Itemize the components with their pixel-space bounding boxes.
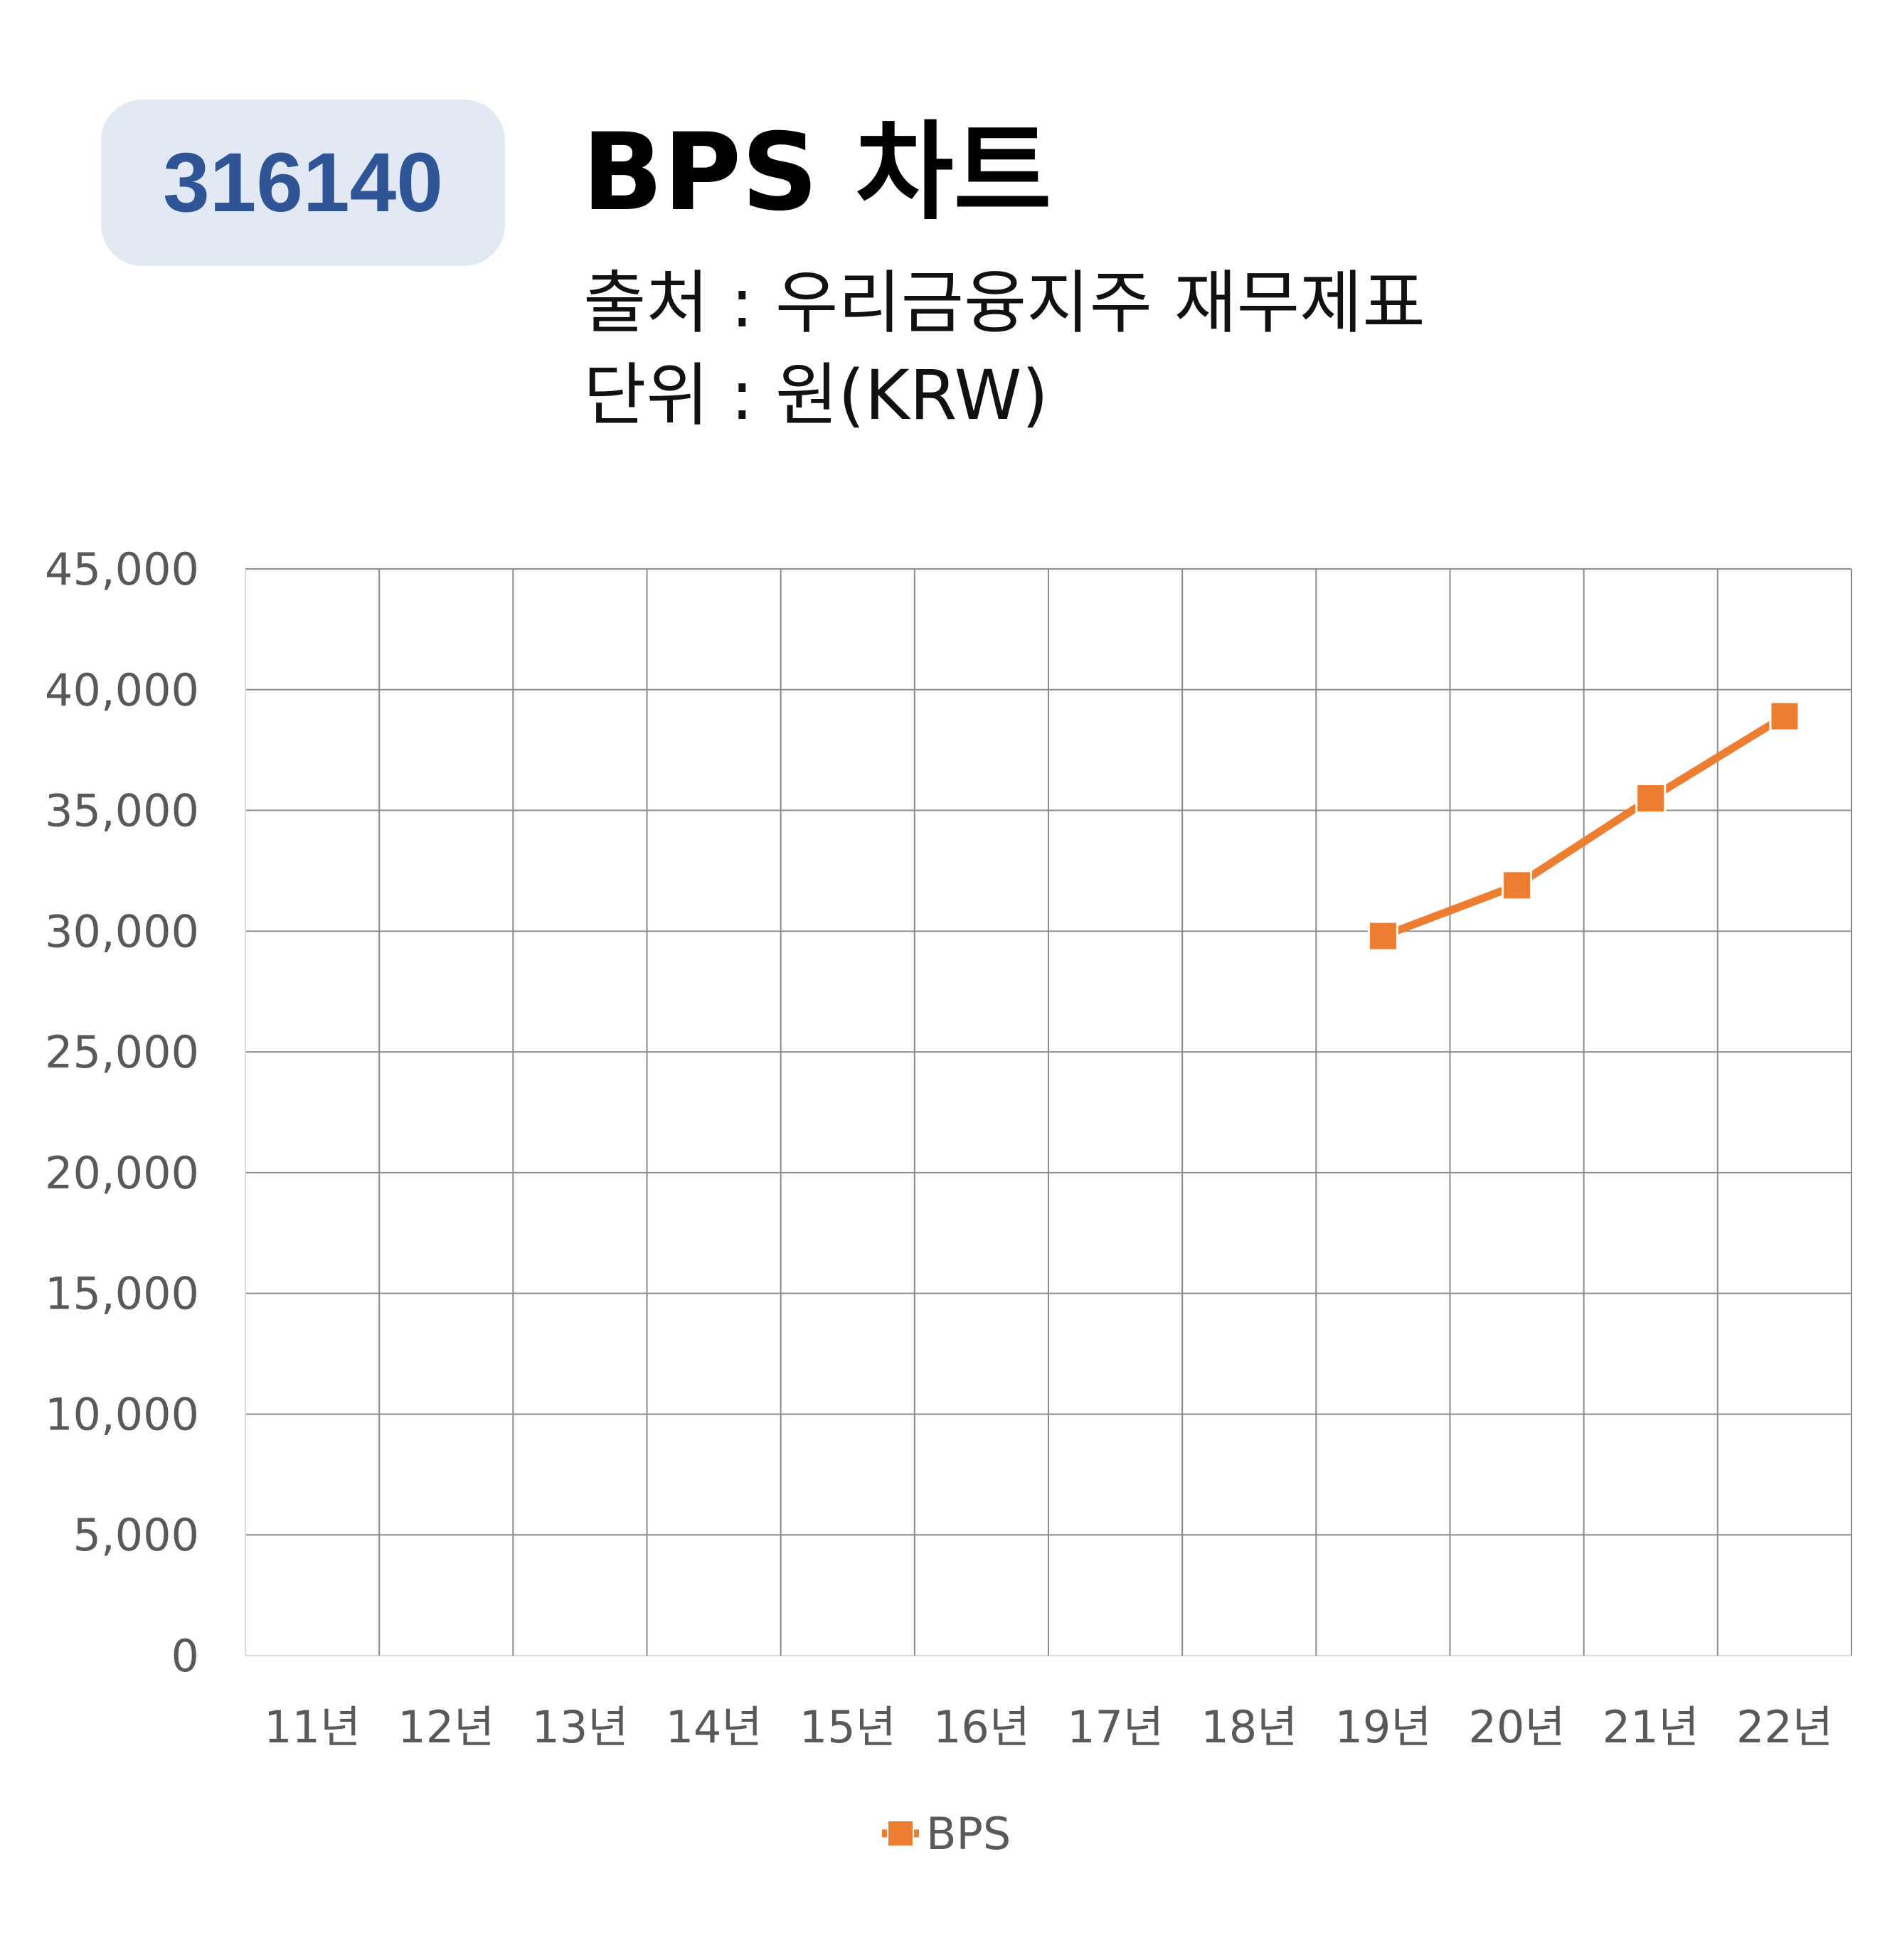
data-point-marker <box>1502 870 1533 901</box>
series-line <box>1381 713 1787 940</box>
x-tick-label: 17년 <box>1067 1701 1164 1753</box>
x-tick-label: 18년 <box>1201 1701 1297 1753</box>
y-axis-ticks: 0 5,000 10,000 15,000 20,000 25,000 30,000 35,0… <box>45 543 199 1682</box>
data-point-marker <box>1367 920 1398 952</box>
x-tick-label: 13년 <box>531 1701 628 1753</box>
x-tick-label: 20년 <box>1469 1701 1566 1753</box>
data-point-marker <box>1769 701 1800 732</box>
x-tick-label: 22년 <box>1736 1701 1833 1753</box>
y-tick-label: 25,000 <box>45 1026 199 1078</box>
y-tick-label: 35,000 <box>45 785 199 837</box>
data-point-marker <box>1635 783 1667 814</box>
y-tick-label: 15,000 <box>45 1268 199 1320</box>
x-tick-label: 16년 <box>933 1701 1030 1753</box>
x-tick-label: 12년 <box>398 1701 494 1753</box>
unit-text: 단위 : 원(KRW) <box>583 356 1048 435</box>
x-axis-ticks: 11년 12년 13년 14년 15년 16년 17년 18년 19년 20년 21년 22년 <box>264 1701 1833 1753</box>
x-tick-label: 19년 <box>1334 1701 1431 1753</box>
legend-marker <box>887 1820 914 1847</box>
y-tick-label: 5,000 <box>73 1509 200 1561</box>
stock-code-badge: 316140 <box>101 100 505 266</box>
x-tick-label: 21년 <box>1603 1701 1699 1753</box>
y-tick-label: 10,000 <box>45 1388 199 1440</box>
y-tick-label: 40,000 <box>45 664 199 716</box>
chart-legend: BPS <box>882 1808 1011 1860</box>
source-text: 출처 : 우리금융지주 재무제표 <box>583 263 1425 343</box>
x-tick-label: 14년 <box>666 1701 762 1753</box>
x-tick-label: 11년 <box>264 1701 361 1753</box>
y-tick-label: 30,000 <box>45 905 199 957</box>
y-tick-label: 45,000 <box>45 543 199 595</box>
y-tick-label: 20,000 <box>45 1147 199 1199</box>
chart-series <box>1367 701 1800 952</box>
stock-code: 316140 <box>163 136 443 230</box>
chart-title: BPS 차트 <box>582 111 1052 235</box>
x-tick-label: 15년 <box>799 1701 896 1753</box>
chart-grid <box>245 568 1852 1656</box>
y-tick-label: 0 <box>171 1630 199 1682</box>
legend-label: BPS <box>926 1808 1011 1860</box>
